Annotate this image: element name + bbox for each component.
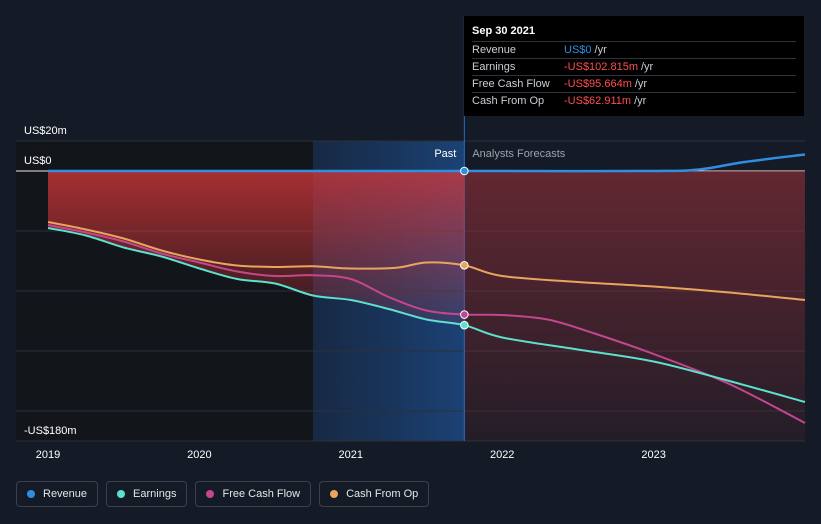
- x-tick-label: 2019: [36, 449, 60, 461]
- free-cash-flow-marker: [460, 310, 469, 319]
- legend-dot-icon: [117, 490, 126, 498]
- tooltip-row-label: Earnings: [472, 61, 516, 73]
- forecast-loss-area: [464, 171, 805, 441]
- forecast-label: Analysts Forecasts: [472, 148, 565, 160]
- tooltip-row-label: Free Cash Flow: [472, 78, 550, 90]
- tooltip-row: Earnings -US$102.815m/yr: [472, 59, 796, 76]
- tooltip-row: Revenue US$0/yr: [472, 42, 796, 59]
- cash-from-op-line: [47, 221, 806, 301]
- tooltip-date: Sep 30 2021: [472, 23, 796, 42]
- tooltip-row-unit: /yr: [634, 78, 648, 90]
- legend-item-revenue[interactable]: Revenue: [16, 481, 99, 507]
- tooltip-row-value: US$0: [564, 44, 592, 56]
- y-tick-label: US$20m: [24, 125, 67, 137]
- earnings-marker: [460, 320, 469, 330]
- tooltip-row-unit: /yr: [641, 61, 654, 73]
- tooltip-panel: Sep 30 2021 Revenue US$0/yr Earnings -US$10…: [464, 16, 804, 116]
- x-tick-label: 2022: [490, 449, 514, 461]
- tooltip-row-value: -US$102.815m: [564, 61, 638, 73]
- legend-label: Cash From Op: [346, 488, 419, 500]
- legend-label: Revenue: [43, 488, 88, 500]
- tooltip-row-label: Cash From Op: [472, 95, 545, 107]
- y-tick-label: US$0: [24, 155, 52, 167]
- revenue-line: [47, 153, 806, 173]
- tooltip-row-value: -US$95.664m: [564, 78, 632, 90]
- cash-from-op-marker: [460, 261, 469, 270]
- legend: Revenue Earnings Free Cash Flow Cash From O…: [16, 481, 430, 507]
- tooltip-row-value: -US$62.911m: [564, 95, 632, 107]
- legend-dot-icon: [206, 490, 215, 498]
- past-loss-area: [48, 171, 465, 326]
- free-cash-flow-line: [47, 224, 806, 424]
- legend-dot-icon: [27, 490, 35, 498]
- x-tick-label: 2020: [187, 449, 211, 461]
- tooltip-row-label: Revenue: [472, 44, 517, 56]
- earnings-line: [47, 227, 806, 403]
- revenue-marker: [460, 166, 469, 176]
- past-label: Past: [434, 148, 456, 160]
- legend-label: Earnings: [133, 488, 177, 500]
- tooltip-row: Free Cash Flow -US$95.664m/yr: [472, 76, 796, 93]
- legend-dot-icon: [330, 490, 339, 498]
- x-tick-label: 2023: [641, 449, 665, 461]
- legend-label: Free Cash Flow: [222, 488, 301, 500]
- tooltip-row: Cash From Op -US$62.911m/yr: [472, 93, 796, 109]
- x-tick-label: 2021: [339, 449, 363, 461]
- legend-item-free-cash-flow[interactable]: Free Cash Flow: [195, 481, 312, 507]
- legend-item-earnings[interactable]: Earnings: [106, 481, 188, 507]
- legend-item-cash-from-op[interactable]: Cash From Op: [319, 481, 430, 507]
- y-tick-label: -US$180m: [24, 425, 77, 437]
- tooltip-row-unit: /yr: [634, 95, 647, 107]
- tooltip-row-unit: /yr: [594, 44, 607, 56]
